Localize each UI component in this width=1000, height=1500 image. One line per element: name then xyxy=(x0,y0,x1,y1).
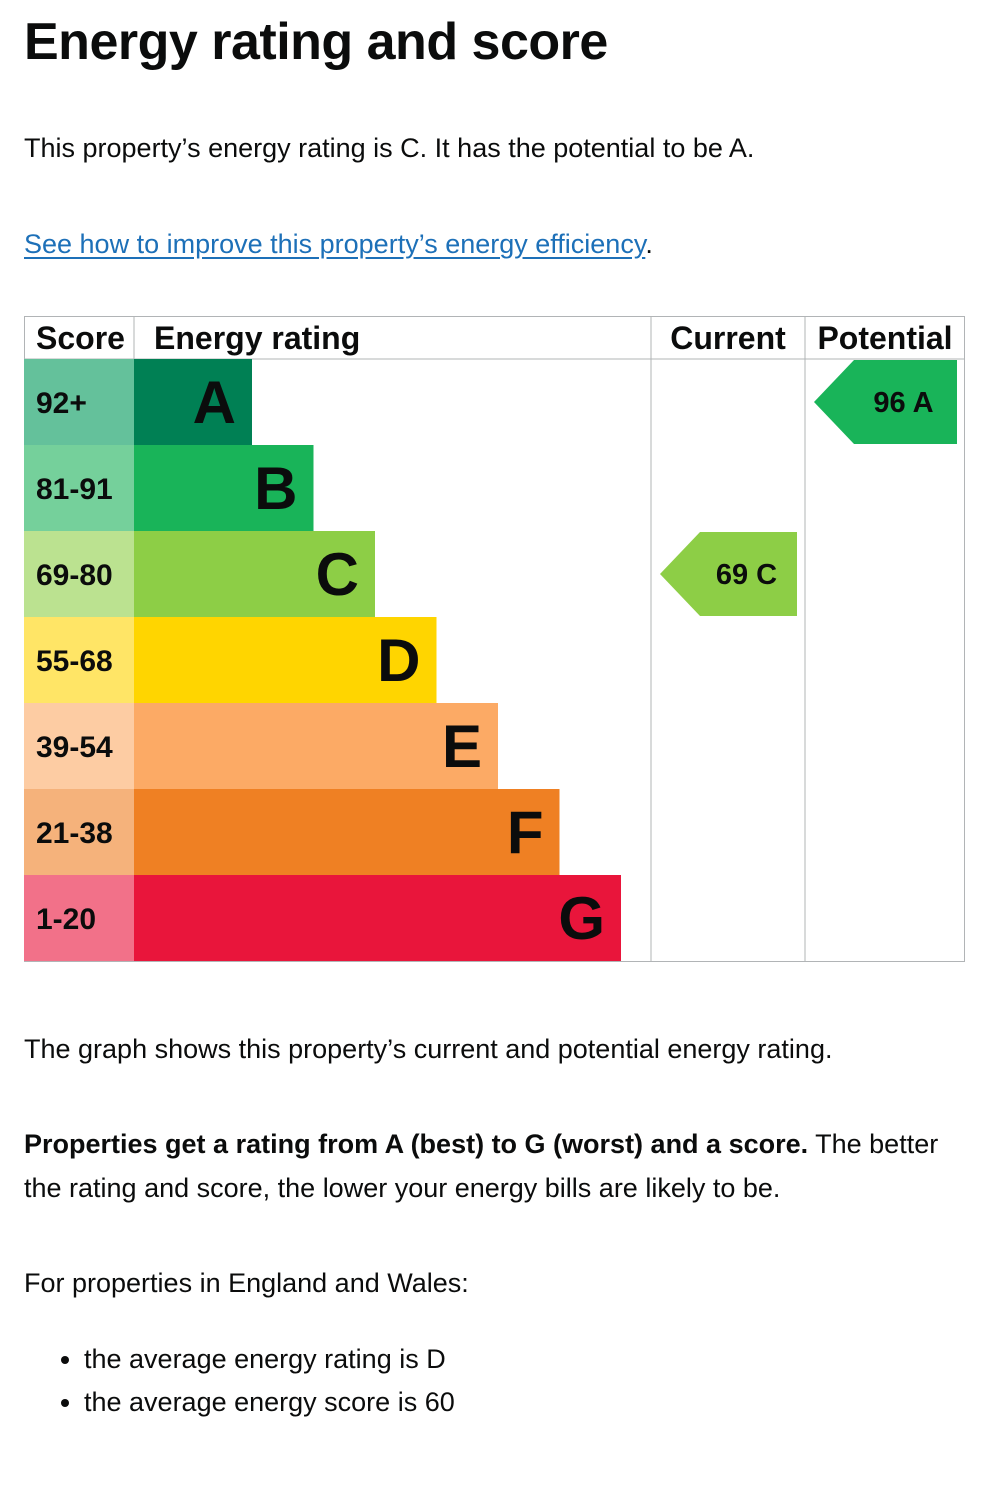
ratings-explanation: Properties get a rating from A (best) to… xyxy=(24,1122,976,1210)
page-title: Energy rating and score xyxy=(24,13,608,71)
region-text: For properties in England and Wales: xyxy=(24,1268,469,1298)
score-cell-e xyxy=(24,703,134,789)
improve-link-paragraph: See how to improve this property’s energ… xyxy=(24,222,653,266)
energy-rating-column-header: Energy rating xyxy=(154,320,360,356)
rating-bar-a xyxy=(134,359,252,445)
graph-caption: The graph shows this property’s current … xyxy=(24,1034,833,1064)
rating-bar-g xyxy=(134,875,621,961)
score-range-g: 1-20 xyxy=(36,903,96,936)
score-cell-b xyxy=(24,445,134,531)
score-cell-d xyxy=(24,617,134,703)
improve-efficiency-link[interactable]: See how to improve this property’s energ… xyxy=(24,229,646,259)
current-rating-label: 69 C xyxy=(716,559,777,591)
ratings-explanation-rest: The better the rating and score, the low… xyxy=(24,1129,939,1203)
score-range-d: 55-68 xyxy=(36,645,113,678)
rating-letter-g: G xyxy=(558,885,605,952)
energy-rating-graph: Score Energy rating Current Potential 92+ A 81… xyxy=(24,316,965,962)
rating-letter-a: A xyxy=(193,369,236,436)
score-cell-c xyxy=(24,531,134,617)
score-range-b: 81-91 xyxy=(36,473,113,506)
potential-column-header: Potential xyxy=(817,320,952,356)
average-score-item: the average energy score is 60 xyxy=(84,1381,455,1424)
score-cell-a xyxy=(24,359,134,445)
ratings-explanation-bold: Properties get a rating from A (best) to… xyxy=(24,1129,809,1159)
rating-letter-b: B xyxy=(254,455,297,522)
energy-rating-chart: Score Energy rating Current Potential 92+ A 81… xyxy=(24,316,966,964)
rating-bar-c xyxy=(134,531,375,617)
rating-bar-f xyxy=(134,789,560,875)
potential-rating-label: 96 A xyxy=(873,387,933,419)
rating-letter-f: F xyxy=(507,799,544,866)
score-column-header: Score xyxy=(36,320,125,356)
averages-list: the average energy rating is D the avera… xyxy=(58,1338,455,1424)
rating-bar-b xyxy=(134,445,314,531)
score-range-f: 21-38 xyxy=(36,817,113,850)
current-column-header: Current xyxy=(670,320,786,356)
rating-bar-e xyxy=(134,703,498,789)
rating-summary: This property’s energy rating is C. It h… xyxy=(24,133,755,163)
current-arrow xyxy=(660,532,797,616)
rating-bar-d xyxy=(134,617,437,703)
rating-letter-c: C xyxy=(316,541,359,608)
link-suffix: . xyxy=(645,229,653,259)
average-rating-item: the average energy rating is D xyxy=(84,1338,455,1381)
score-range-a: 92+ xyxy=(36,387,87,420)
score-cell-g xyxy=(24,875,134,961)
rating-letter-e: E xyxy=(442,713,482,780)
rating-letter-d: D xyxy=(377,627,420,694)
score-range-e: 39-54 xyxy=(36,731,113,764)
potential-arrow xyxy=(814,360,957,444)
score-cell-f xyxy=(24,789,134,875)
score-range-c: 69-80 xyxy=(36,559,113,592)
